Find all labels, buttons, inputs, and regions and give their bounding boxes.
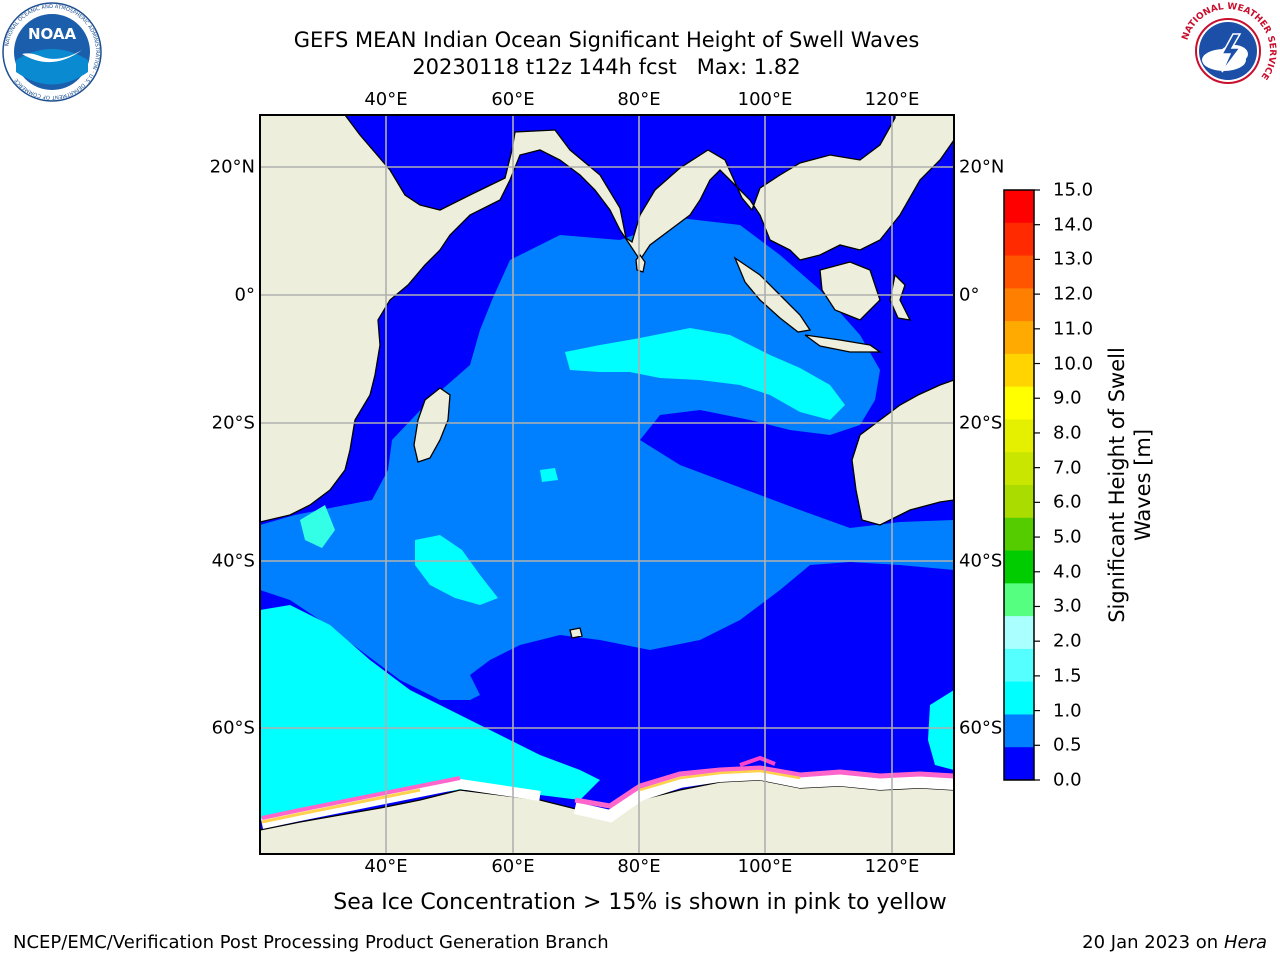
lat-tick-right: 0°: [959, 284, 980, 306]
sea-ice-caption: Sea Ice Concentration > 15% is shown in …: [333, 890, 947, 915]
footer-host: Hera: [1223, 932, 1267, 953]
swell-region-1-1p5-equatorial: [565, 328, 845, 420]
colorbar-tick-label: 14.0: [1053, 214, 1094, 236]
colorbar-title-line-1: Significant Height of Swell: [1105, 347, 1129, 623]
colorbar-swatch: [1004, 517, 1034, 552]
swell-region-1-1p5-south-a: [415, 535, 498, 605]
lat-tick-left: 0°: [234, 284, 255, 306]
swell-region-1-1p5-spot: [540, 468, 558, 482]
colorbar-swatch: [1004, 550, 1034, 584]
lat-tick-right: 60°S: [959, 717, 1003, 739]
colorbar-tick-label: 6.0: [1053, 491, 1082, 513]
colorbar-tick-label: 0.0: [1053, 769, 1082, 791]
colorbar-swatch: [1004, 353, 1034, 388]
colorbar-tick-label: 3.0: [1053, 595, 1082, 617]
land-kerguelen: [569, 627, 583, 639]
colorbar-swatch: [1004, 255, 1034, 289]
land-africa-arabia: [260, 115, 954, 523]
colorbar-swatch: [1004, 321, 1034, 355]
lon-tick-bottom: 80°E: [617, 856, 661, 877]
lat-tick-left: 20°N: [209, 156, 255, 178]
lon-tick-bottom: 100°E: [737, 856, 793, 877]
colorbar-swatch: [1004, 747, 1034, 781]
colorbar-swatch: [1004, 190, 1034, 224]
colorbar-tick-label: 12.0: [1053, 283, 1094, 305]
lon-tick-top: 60°E: [491, 89, 535, 110]
colorbar: [1003, 189, 1040, 781]
land-madagascar: [413, 387, 451, 463]
colorbar-tick-label: 1.0: [1053, 700, 1082, 722]
gridlines: [260, 115, 954, 854]
colorbar-tick-label: 4.0: [1053, 561, 1082, 583]
colorbar-swatch: [1004, 386, 1034, 420]
lat-tick-right: 20°S: [959, 412, 1003, 434]
colorbar-tick-label: 13.0: [1053, 248, 1094, 270]
lon-tick-bottom: 60°E: [491, 856, 535, 877]
colorbar-swatch: [1004, 714, 1034, 748]
lon-tick-top: 40°E: [364, 89, 408, 110]
colorbar-frame: [1003, 189, 1035, 781]
land-borneo: [819, 261, 881, 321]
colorbar-swatch: [1004, 452, 1034, 486]
colorbar-tick-label: 15.0: [1053, 179, 1094, 201]
noaa-logo: NOAA NATIONAL OCEANIC AND ATMOSPHERIC AD…: [2, 2, 102, 102]
colorbar-tick-label: 2.0: [1053, 630, 1082, 652]
swell-region-1-1p5-south-b: [260, 605, 600, 820]
footer-date-text: 20 Jan 2023 on: [1082, 932, 1224, 953]
noaa-logo-text: NOAA: [28, 25, 77, 43]
lon-tick-bottom: 40°E: [364, 856, 408, 877]
nws-logo: NATIONAL WEATHER SERVICE: [1181, 2, 1277, 98]
colorbar-tick-label: 5.0: [1053, 526, 1082, 548]
map-frame: [259, 114, 955, 855]
colorbar-tick-label: 0.5: [1053, 734, 1082, 756]
map-content: [260, 115, 954, 854]
colorbar-swatch: [1004, 583, 1034, 617]
colorbar-title: Significant Height of Swell Waves [m]: [1104, 347, 1156, 623]
plot-title-line-2: 20230118 t12z 144h fcst Max: 1.82: [412, 55, 801, 79]
colorbar-tick-label: 10.0: [1053, 353, 1094, 375]
plot-title-line-1: GEFS MEAN Indian Ocean Significant Heigh…: [293, 28, 920, 52]
colorbar-tick-label: 7.0: [1053, 457, 1082, 479]
colorbar-swatch: [1004, 485, 1034, 519]
colorbar-swatch: [1004, 419, 1034, 453]
colorbar-tick-label: 8.0: [1053, 422, 1082, 444]
lon-tick-top: 120°E: [864, 89, 920, 110]
lon-tick-top: 100°E: [737, 89, 793, 110]
swell-region-1-1p5-southeast: [928, 690, 954, 770]
land-java: [804, 334, 883, 353]
footer-date: 20 Jan 2023 on Hera: [1082, 932, 1267, 953]
lon-tick-bottom: 120°E: [864, 856, 920, 877]
colorbar-tick-label: 1.5: [1053, 665, 1082, 687]
swell-region-1-1p5-southwest: [300, 505, 335, 548]
colorbar-swatch: [1004, 681, 1034, 715]
land-australia: [851, 379, 954, 526]
lat-tick-right: 20°N: [959, 156, 1005, 178]
colorbar-tick-label: 11.0: [1053, 318, 1094, 340]
colorbar-tick-label: 9.0: [1053, 387, 1082, 409]
sea-ice-fringe: [260, 755, 954, 829]
footer-credit: NCEP/EMC/Verification Post Processing Pr…: [13, 932, 609, 953]
lat-tick-left: 40°S: [211, 550, 255, 572]
colorbar-title-line-2: Waves [m]: [1131, 428, 1155, 542]
colorbar-swatch: [1004, 288, 1034, 322]
colorbar-swatch: [1004, 616, 1034, 650]
lat-tick-right: 40°S: [959, 550, 1003, 572]
lat-tick-left: 60°S: [211, 717, 255, 739]
land-sulawesi: [889, 273, 912, 321]
colorbar-swatch: [1004, 648, 1034, 683]
lat-tick-left: 20°S: [211, 412, 255, 434]
lon-tick-top: 80°E: [617, 89, 661, 110]
colorbar-swatch: [1004, 222, 1034, 257]
